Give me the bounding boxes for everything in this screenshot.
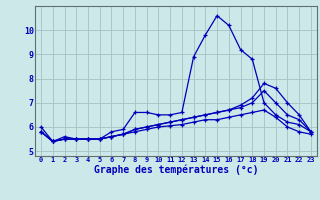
X-axis label: Graphe des températures (°c): Graphe des températures (°c) [94, 165, 258, 175]
